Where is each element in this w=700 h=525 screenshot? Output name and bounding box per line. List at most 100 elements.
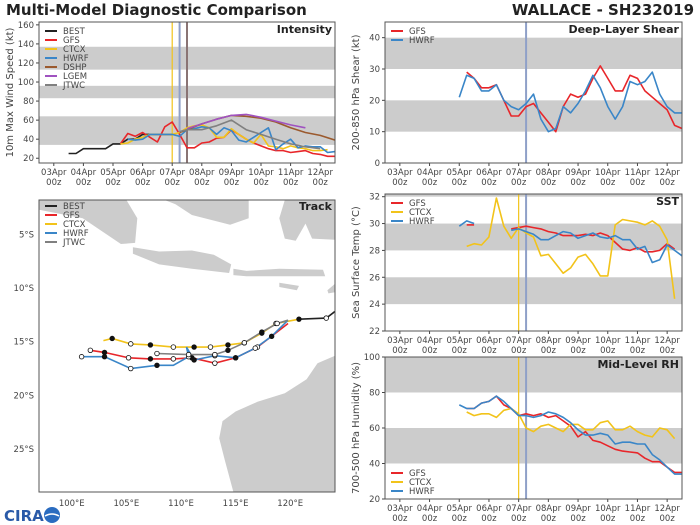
series-line-hwrf	[511, 228, 682, 264]
legend-item-gfs: GFS	[391, 199, 426, 209]
shaded-band	[385, 277, 682, 305]
landmass	[279, 200, 335, 241]
legend-label: CTCX	[409, 208, 432, 218]
shaded-band	[385, 100, 682, 132]
y-tick-label: 40	[369, 460, 380, 470]
series-line-hwrf	[458, 71, 682, 133]
x-tick-label-hour: 00z	[660, 346, 676, 356]
x-tick-label-hour: 00z	[541, 346, 557, 356]
track-marker-filled	[191, 357, 197, 363]
x-tick-label-hour: 00z	[660, 178, 676, 188]
x-tick-label-hour: 00z	[452, 346, 468, 356]
x-tick-label-date: 03Apr	[387, 168, 413, 178]
storm-name: WALLACE - SH232019	[512, 1, 694, 19]
legend-label: HWRF	[409, 487, 435, 497]
landmass	[132, 247, 232, 273]
track-marker-open	[241, 340, 248, 346]
legend-label: CTCX	[63, 45, 86, 55]
y-tick-label: 40	[23, 135, 34, 145]
track-marker-open	[212, 351, 218, 358]
x-tick-label-hour: 00z	[660, 514, 676, 524]
y-tick-label: 0	[375, 159, 380, 169]
shaded-band	[385, 194, 682, 197]
x-tick-label-hour: 00z	[253, 178, 269, 188]
series-line-jtwc	[179, 119, 321, 150]
x-tick-label-hour: 00z	[630, 178, 646, 188]
y-tick-label: 32	[369, 193, 380, 203]
legend-item-gfs: GFS	[45, 211, 80, 221]
x-tick-label-hour: 00z	[600, 178, 616, 188]
series-line-lgem	[186, 113, 306, 130]
x-tick-label-date: 09Apr	[565, 504, 591, 514]
cira-logo: CIRA	[4, 507, 60, 525]
track-marker-open	[252, 345, 258, 351]
panel-intensity: 2040608010012014016003Apr00z04Apr00z05Ap…	[5, 21, 336, 188]
lat-tick-label: 20°S	[14, 391, 34, 401]
track-marker-filled	[109, 335, 115, 342]
track-marker-filled	[147, 342, 154, 348]
landmass	[279, 282, 299, 291]
x-tick-label-hour: 00z	[452, 178, 468, 188]
legend-label: JTWC	[62, 81, 85, 91]
panel-title: Mid-Level RH	[597, 358, 679, 371]
x-tick-label-date: 10Apr	[595, 336, 621, 346]
y-tick-label: 140	[18, 40, 34, 50]
x-tick-label-date: 07Apr	[159, 168, 185, 178]
x-tick-label-hour: 00z	[541, 514, 557, 524]
lat-tick-label: 10°S	[14, 284, 34, 294]
y-axis-label: 10m Max Wind Speed (kt)	[5, 27, 16, 157]
y-tick-label: 20	[369, 495, 380, 505]
panel-title: Deep-Layer Shear	[568, 23, 679, 36]
x-tick-label-date: 04Apr	[417, 504, 443, 514]
x-tick-label-hour: 00z	[135, 178, 151, 188]
x-tick-label-date: 04Apr	[417, 336, 443, 346]
x-tick-label-hour: 00z	[481, 514, 497, 524]
legend-label: GFS	[409, 199, 426, 209]
x-tick-label-hour: 00z	[194, 178, 210, 188]
series-line-ctcx	[466, 197, 676, 299]
series-line-hwrf	[458, 395, 682, 475]
lon-tick-label: 105°E	[113, 499, 139, 509]
y-tick-label: 30	[369, 220, 380, 230]
x-tick-label-date: 04Apr	[417, 168, 443, 178]
y-axis-label: 700-500 hPa Humidity (%)	[351, 362, 362, 494]
x-tick-label-date: 12Apr	[307, 168, 333, 178]
track-marker-open	[170, 356, 177, 362]
legend-label: JTWC	[62, 238, 85, 248]
panel-title: SST	[656, 195, 679, 208]
landmass	[219, 355, 335, 492]
x-tick-label-hour: 00z	[313, 178, 329, 188]
x-tick-label-hour: 00z	[422, 178, 438, 188]
x-tick-label-date: 08Apr	[536, 168, 562, 178]
legend-item-dshp: DSHP	[45, 63, 86, 73]
x-tick-label-date: 10Apr	[248, 168, 274, 178]
x-tick-label-date: 11Apr	[625, 336, 651, 346]
x-tick-label-hour: 00z	[392, 514, 408, 524]
legend-item-hwrf: HWRF	[391, 487, 435, 497]
y-tick-label: 100	[18, 78, 34, 88]
x-tick-label-date: 05Apr	[446, 336, 472, 346]
legend-item-ctcx: CTCX	[45, 220, 86, 230]
x-tick-label-date: 03Apr	[41, 168, 67, 178]
y-tick-label: 80	[23, 97, 34, 107]
legend-item-best: BEST	[45, 27, 86, 37]
cira-logo-swoosh-icon	[44, 513, 60, 517]
track-marker-filled	[147, 356, 154, 362]
y-tick-label: 10	[369, 128, 380, 138]
x-tick-label-hour: 00z	[630, 346, 646, 356]
x-tick-label-date: 06Apr	[476, 504, 502, 514]
y-tick-label: 120	[18, 59, 34, 69]
x-tick-label-date: 11Apr	[625, 504, 651, 514]
panel-sst: 22242628303203Apr00z04Apr00z05Apr00z06Ap…	[351, 193, 683, 356]
track-marker-open	[154, 350, 160, 357]
legend-item-jtwc: JTWC	[45, 238, 85, 248]
legend-label: LGEM	[63, 72, 87, 82]
track-marker-filled	[232, 355, 239, 361]
x-tick-label-hour: 00z	[511, 178, 527, 188]
x-tick-label-date: 05Apr	[446, 168, 472, 178]
track-marker-open	[274, 320, 280, 327]
x-tick-label-hour: 00z	[46, 178, 62, 188]
series-line-hwrf	[127, 126, 335, 154]
x-tick-label-date: 11Apr	[625, 168, 651, 178]
